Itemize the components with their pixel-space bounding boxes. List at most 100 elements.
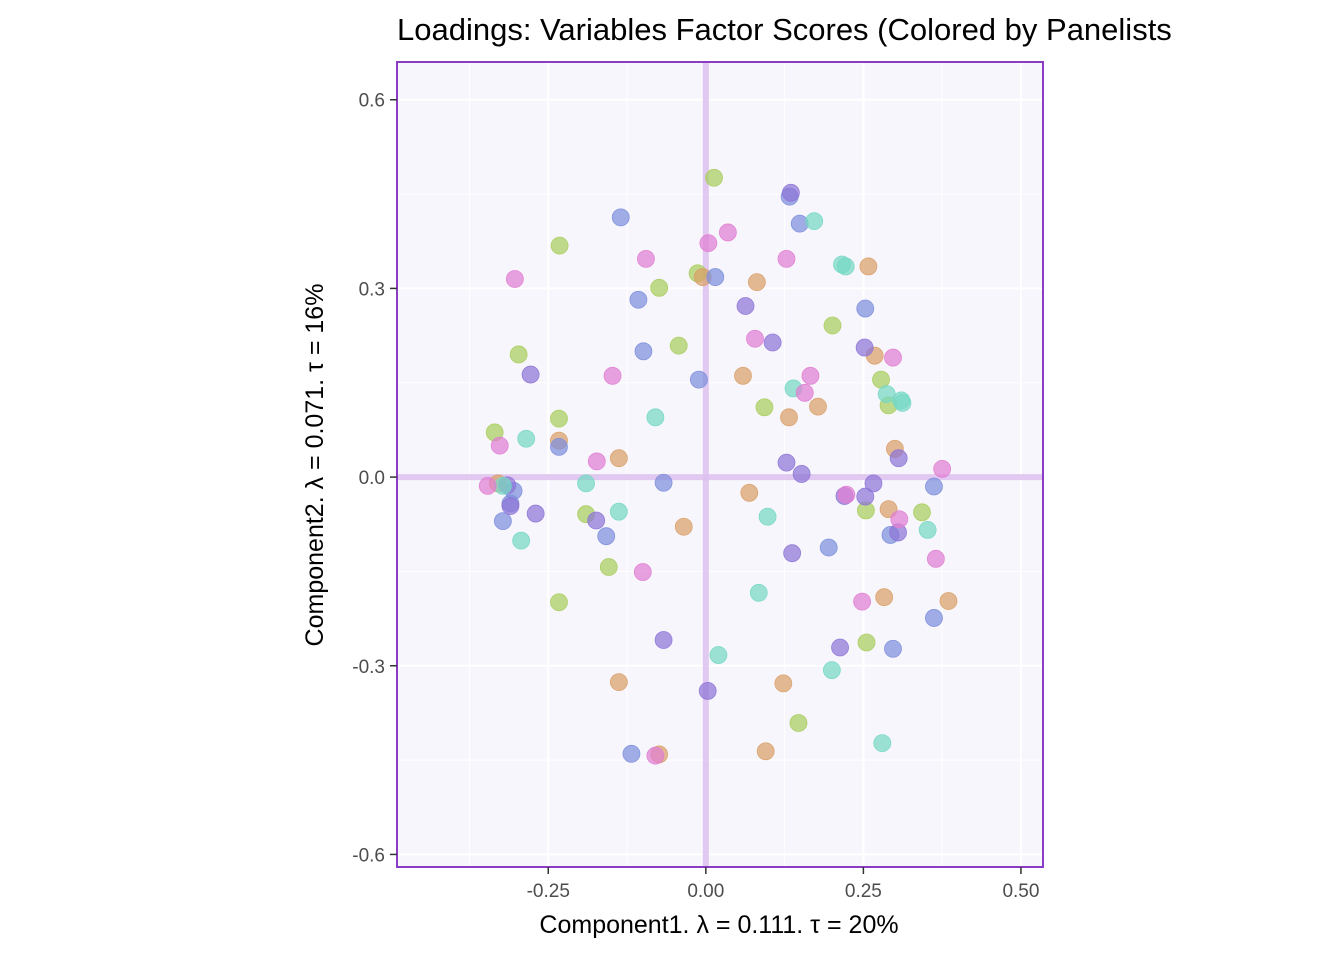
data-point bbox=[801, 366, 820, 385]
data-point bbox=[933, 460, 952, 478]
data-point bbox=[755, 398, 774, 417]
data-point bbox=[823, 316, 842, 335]
data-point bbox=[789, 714, 808, 732]
point-series-6 bbox=[478, 223, 952, 765]
data-point bbox=[831, 638, 849, 657]
data-point bbox=[777, 249, 796, 268]
data-point bbox=[809, 397, 827, 416]
data-point bbox=[478, 476, 497, 495]
data-point bbox=[698, 682, 717, 700]
data-point bbox=[853, 592, 872, 611]
data-point bbox=[493, 512, 512, 531]
x-tick-label: 0.50 bbox=[1002, 881, 1039, 902]
data-point bbox=[493, 476, 512, 495]
point-series-3 bbox=[493, 187, 943, 763]
y-axis-title: Component2. λ = 0.071. τ = 16% bbox=[301, 284, 329, 647]
data-point bbox=[577, 474, 595, 493]
data-point bbox=[756, 742, 775, 761]
data-point bbox=[855, 338, 874, 357]
data-point bbox=[857, 633, 876, 652]
data-point bbox=[918, 521, 937, 539]
data-point bbox=[550, 437, 568, 456]
data-point bbox=[705, 168, 723, 187]
data-point bbox=[890, 510, 909, 529]
data-point bbox=[758, 507, 777, 526]
data-point bbox=[782, 183, 800, 202]
data-point bbox=[926, 549, 945, 568]
data-point bbox=[736, 297, 755, 315]
data-point bbox=[587, 452, 606, 471]
data-point bbox=[875, 588, 894, 607]
data-point bbox=[509, 345, 528, 364]
data-point bbox=[939, 592, 958, 610]
data-point bbox=[819, 538, 838, 557]
y-tick-label: 0.3 bbox=[359, 279, 385, 300]
x-axis-title: Component1. λ = 0.111. τ = 20% bbox=[539, 911, 898, 939]
chart-title: Loadings: Variables Factor Scores (Color… bbox=[397, 12, 1172, 47]
data-point bbox=[859, 257, 878, 276]
data-point bbox=[925, 609, 943, 627]
data-point bbox=[550, 236, 569, 255]
data-point bbox=[774, 674, 793, 693]
y-tick-label: -0.3 bbox=[352, 657, 385, 678]
data-point bbox=[718, 223, 737, 242]
data-point bbox=[805, 212, 824, 231]
data-point bbox=[609, 502, 628, 521]
data-point bbox=[790, 214, 809, 233]
data-point bbox=[836, 257, 855, 276]
data-point bbox=[856, 487, 875, 506]
data-point bbox=[521, 365, 540, 384]
data-point bbox=[822, 661, 841, 680]
data-point bbox=[749, 583, 768, 602]
data-point bbox=[633, 563, 652, 581]
data-point bbox=[526, 504, 545, 523]
data-point bbox=[669, 336, 688, 355]
data-point bbox=[490, 436, 509, 455]
data-point bbox=[629, 290, 648, 309]
x-axis: -0.25 0.00 0.25 0.50 bbox=[527, 867, 1039, 902]
data-point bbox=[780, 408, 798, 427]
data-point bbox=[622, 744, 641, 763]
data-point bbox=[611, 208, 630, 227]
data-point bbox=[609, 673, 628, 692]
y-tick-label: 0.6 bbox=[359, 91, 385, 112]
data-point bbox=[783, 544, 802, 563]
plot-panel bbox=[396, 61, 1044, 868]
data-point bbox=[893, 393, 912, 412]
x-tick-label: 0.25 bbox=[845, 881, 882, 902]
data-point bbox=[674, 517, 693, 536]
data-point bbox=[856, 299, 875, 318]
data-point bbox=[587, 511, 606, 530]
data-point bbox=[884, 639, 902, 658]
data-point bbox=[637, 249, 655, 268]
data-point bbox=[501, 497, 520, 515]
data-point bbox=[517, 429, 536, 448]
panel-frame bbox=[396, 61, 1044, 868]
data-point bbox=[646, 746, 665, 765]
data-point bbox=[550, 593, 568, 612]
data-point bbox=[925, 477, 943, 496]
data-point bbox=[634, 342, 653, 361]
data-point bbox=[763, 333, 782, 352]
data-point bbox=[777, 453, 796, 472]
data-point bbox=[646, 408, 665, 427]
data-point bbox=[597, 527, 616, 546]
point-series-5 bbox=[493, 212, 937, 753]
data-point bbox=[650, 278, 669, 297]
data-point bbox=[913, 503, 931, 522]
x-tick-label: -0.25 bbox=[527, 881, 570, 902]
data-point bbox=[792, 465, 811, 483]
data-point bbox=[599, 558, 618, 576]
data-point bbox=[740, 483, 759, 502]
data-point bbox=[889, 449, 908, 468]
data-point bbox=[689, 370, 708, 389]
data-point bbox=[864, 474, 883, 493]
data-points bbox=[478, 168, 958, 765]
data-point bbox=[550, 409, 568, 428]
data-point bbox=[709, 646, 728, 664]
data-point bbox=[746, 329, 764, 348]
data-point bbox=[654, 631, 673, 649]
data-point bbox=[699, 234, 718, 253]
data-point bbox=[512, 531, 531, 550]
